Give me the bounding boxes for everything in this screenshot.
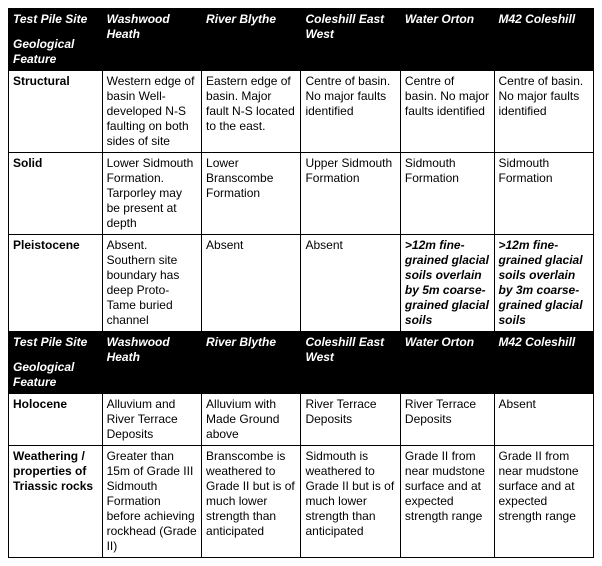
cell-pleistocene-m42: >12m fine-grained glacial soils overlain… bbox=[494, 235, 594, 332]
header-site-label: Test Pile Site bbox=[13, 12, 87, 26]
header-feature-label: Geological Feature bbox=[13, 37, 98, 67]
header-col-coleshill: Coleshill East West bbox=[301, 332, 400, 394]
header-col-coleshill: Coleshill East West bbox=[301, 9, 400, 71]
table-row: Pleistocene Absent. Southern site bounda… bbox=[9, 235, 594, 332]
cell-structural-orton: Centre of basin. No major faults identif… bbox=[400, 71, 494, 153]
cell-holocene-washwood: Alluvium and River Terrace Deposits bbox=[102, 394, 201, 446]
cell-weathering-orton: Grade II from near mudstone surface and … bbox=[400, 446, 494, 558]
cell-solid-blythe: Lower Branscombe Formation bbox=[202, 153, 301, 235]
cell-holocene-orton: River Terrace Deposits bbox=[400, 394, 494, 446]
cell-holocene-m42: Absent bbox=[494, 394, 594, 446]
table-row: Solid Lower Sidmouth Formation. Tarporle… bbox=[9, 153, 594, 235]
cell-structural-m42: Centre of basin. No major faults identif… bbox=[494, 71, 594, 153]
cell-structural-blythe: Eastern edge of basin. Major fault N-S l… bbox=[202, 71, 301, 153]
cell-solid-orton: Sidmouth Formation bbox=[400, 153, 494, 235]
cell-weathering-coleshill: Sidmouth is weathered to Grade II but is… bbox=[301, 446, 400, 558]
header-col-m42: M42 Coleshill bbox=[494, 9, 594, 71]
row-label-holocene: Holocene bbox=[9, 394, 103, 446]
geology-table: Test Pile Site Geological Feature Washwo… bbox=[8, 8, 594, 558]
table-row: Weathering / properties of Triassic rock… bbox=[9, 446, 594, 558]
header-col-blythe: River Blythe bbox=[202, 9, 301, 71]
cell-weathering-washwood: Greater than 15m of Grade III Sidmouth F… bbox=[102, 446, 201, 558]
header-site-label: Test Pile Site bbox=[13, 335, 87, 349]
cell-solid-coleshill: Upper Sidmouth Formation bbox=[301, 153, 400, 235]
table-header-row: Test Pile Site Geological Feature Washwo… bbox=[9, 332, 594, 394]
header-col-orton: Water Orton bbox=[400, 9, 494, 71]
header-col-feature: Test Pile Site Geological Feature bbox=[9, 332, 103, 394]
row-label-pleistocene: Pleistocene bbox=[9, 235, 103, 332]
cell-structural-coleshill: Centre of basin. No major faults identif… bbox=[301, 71, 400, 153]
row-label-structural: Structural bbox=[9, 71, 103, 153]
cell-weathering-m42: Grade II from near mudstone surface and … bbox=[494, 446, 594, 558]
header-col-washwood: Washwood Heath bbox=[102, 332, 201, 394]
cell-weathering-blythe: Branscombe is weathered to Grade II but … bbox=[202, 446, 301, 558]
row-label-weathering: Weathering / properties of Triassic rock… bbox=[9, 446, 103, 558]
cell-solid-washwood: Lower Sidmouth Formation. Tarporley may … bbox=[102, 153, 201, 235]
cell-solid-m42: Sidmouth Formation bbox=[494, 153, 594, 235]
header-col-washwood: Washwood Heath bbox=[102, 9, 201, 71]
header-col-orton: Water Orton bbox=[400, 332, 494, 394]
cell-pleistocene-washwood: Absent. Southern site boundary has deep … bbox=[102, 235, 201, 332]
row-label-solid: Solid bbox=[9, 153, 103, 235]
cell-pleistocene-blythe: Absent bbox=[202, 235, 301, 332]
cell-structural-washwood: Western edge of basin Well-developed N-S… bbox=[102, 71, 201, 153]
table-header-row: Test Pile Site Geological Feature Washwo… bbox=[9, 9, 594, 71]
cell-pleistocene-coleshill: Absent bbox=[301, 235, 400, 332]
table-row: Holocene Alluvium and River Terrace Depo… bbox=[9, 394, 594, 446]
cell-holocene-blythe: Alluvium with Made Ground above bbox=[202, 394, 301, 446]
header-col-blythe: River Blythe bbox=[202, 332, 301, 394]
table-row: Structural Western edge of basin Well-de… bbox=[9, 71, 594, 153]
header-col-m42: M42 Coleshill bbox=[494, 332, 594, 394]
header-col-feature: Test Pile Site Geological Feature bbox=[9, 9, 103, 71]
cell-holocene-coleshill: River Terrace Deposits bbox=[301, 394, 400, 446]
cell-pleistocene-orton: >12m fine-grained glacial soils overlain… bbox=[400, 235, 494, 332]
header-feature-label: Geological Feature bbox=[13, 360, 98, 390]
